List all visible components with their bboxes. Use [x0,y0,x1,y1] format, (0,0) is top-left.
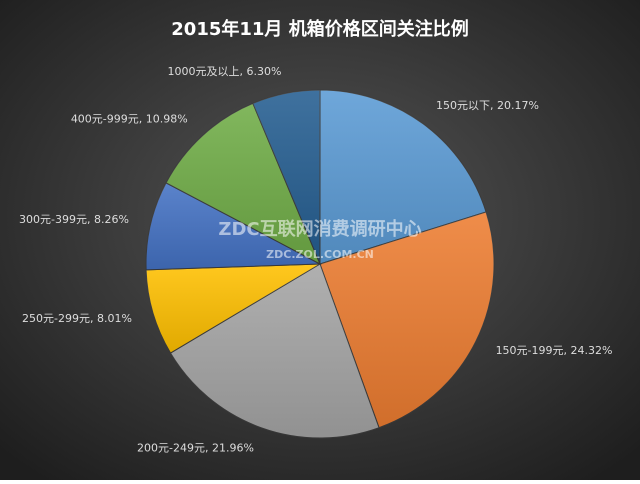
pie [145,89,495,439]
data-label: 200元-249元, 21.96% [137,442,254,455]
data-label: 250元-299元, 8.01% [22,312,132,325]
chart-title: 2015年11月 机箱价格区间关注比例 [171,18,468,40]
watermark: ZDC互联网消费调研中心 [218,218,421,240]
data-label: 1000元及以上, 6.30% [168,65,282,78]
data-label: 400元-999元, 10.98% [71,112,188,125]
data-label: 150元以下, 20.17% [436,99,539,112]
data-label: 300元-399元, 8.26% [19,213,129,226]
data-label: 150元-199元, 24.32% [496,344,613,357]
watermark: ZDC.ZOL.COM.CN [266,248,374,261]
